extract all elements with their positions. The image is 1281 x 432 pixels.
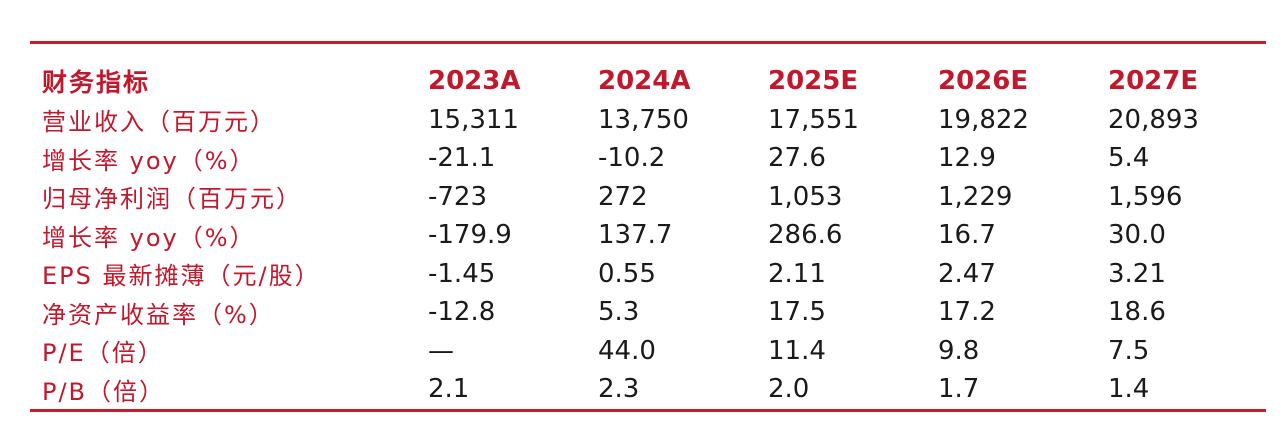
table-row: 增长率 yoy（%） -179.9 137.7 286.6 16.7 30.0 <box>42 216 1278 255</box>
row-label: P/E（倍） <box>42 339 164 368</box>
value-cell: 18.6 <box>1108 297 1166 328</box>
value-cell: 12.9 <box>938 143 996 174</box>
table-row: 归母净利润（百万元） -723 272 1,053 1,229 1,596 <box>42 178 1278 217</box>
value-cell: 286.6 <box>768 220 843 251</box>
value-cell: 30.0 <box>1108 220 1166 251</box>
row-label: 增长率 yoy（%） <box>42 146 256 175</box>
value-cell: -1.45 <box>428 258 496 289</box>
value-cell: 17,551 <box>768 104 859 135</box>
value-cell: 5.3 <box>598 297 640 328</box>
value-cell: 1,596 <box>1108 181 1183 212</box>
value-cell: 2.1 <box>428 374 470 405</box>
value-cell: 2.3 <box>598 374 640 405</box>
value-cell: 44.0 <box>598 335 656 366</box>
value-cell: 2.0 <box>768 374 810 405</box>
table-row: P/B（倍） 2.1 2.3 2.0 1.7 1.4 <box>42 370 1278 409</box>
table-header: 财务指标 2023A 2024A 2025E 2026E 2027E <box>42 62 1278 101</box>
value-cell: 20,893 <box>1108 104 1199 135</box>
header-cell: 2023A <box>428 66 521 97</box>
row-label: 归母净利润（百万元） <box>42 185 302 214</box>
value-cell: 17.2 <box>938 297 996 328</box>
value-cell: -179.9 <box>428 220 512 251</box>
value-cell: 17.5 <box>768 297 826 328</box>
value-cell: 11.4 <box>768 335 826 366</box>
table-row: 增长率 yoy（%） -21.1 -10.2 27.6 12.9 5.4 <box>42 139 1278 178</box>
value-cell: 1,229 <box>938 181 1013 212</box>
value-cell: -10.2 <box>598 143 666 174</box>
header-cell: 2026E <box>938 66 1029 97</box>
table-row: EPS 最新摊薄（元/股） -1.45 0.55 2.11 2.47 3.21 <box>42 255 1278 294</box>
header-cell: 2025E <box>768 66 859 97</box>
row-label: P/B（倍） <box>42 377 166 406</box>
value-cell: 2.11 <box>768 258 826 289</box>
row-label: 营业收入（百万元） <box>42 108 276 137</box>
value-cell: 272 <box>598 181 648 212</box>
row-label: 增长率 yoy（%） <box>42 223 256 252</box>
value-cell: — <box>428 335 454 366</box>
value-cell: 1,053 <box>768 181 843 212</box>
value-cell: 13,750 <box>598 104 689 135</box>
value-cell: 1.4 <box>1108 374 1150 405</box>
value-cell: 16.7 <box>938 220 996 251</box>
row-label: EPS 最新摊薄（元/股） <box>42 262 321 291</box>
value-cell: 2.47 <box>938 258 996 289</box>
header-cell: 财务指标 <box>42 68 151 98</box>
value-cell: -21.1 <box>428 143 496 174</box>
bottom-rule <box>30 409 1266 412</box>
value-cell: 15,311 <box>428 104 519 135</box>
table-row: 净资产收益率（%） -12.8 5.3 17.5 17.2 18.6 <box>42 293 1278 332</box>
header-cell: 2024A <box>598 66 691 97</box>
value-cell: 0.55 <box>598 258 656 289</box>
financial-indicators-table: 财务指标 2023A 2024A 2025E 2026E 2027E 营业收入（百万元） 15… <box>42 62 1278 409</box>
value-cell: 3.21 <box>1108 258 1166 289</box>
value-cell: -12.8 <box>428 297 496 328</box>
value-cell: -723 <box>428 181 488 212</box>
value-cell: 19,822 <box>938 104 1029 135</box>
value-cell: 137.7 <box>598 220 673 251</box>
value-cell: 5.4 <box>1108 143 1150 174</box>
value-cell: 9.8 <box>938 335 980 366</box>
top-rule <box>30 41 1266 44</box>
row-label: 净资产收益率（%） <box>42 300 275 329</box>
header-cell: 2027E <box>1108 66 1199 97</box>
value-cell: 7.5 <box>1108 335 1150 366</box>
table-row: 营业收入（百万元） 15,311 13,750 17,551 19,822 20,893 <box>42 101 1278 140</box>
table-row: P/E（倍） — 44.0 11.4 9.8 7.5 <box>42 332 1278 371</box>
value-cell: 1.7 <box>938 374 980 405</box>
value-cell: 27.6 <box>768 143 826 174</box>
